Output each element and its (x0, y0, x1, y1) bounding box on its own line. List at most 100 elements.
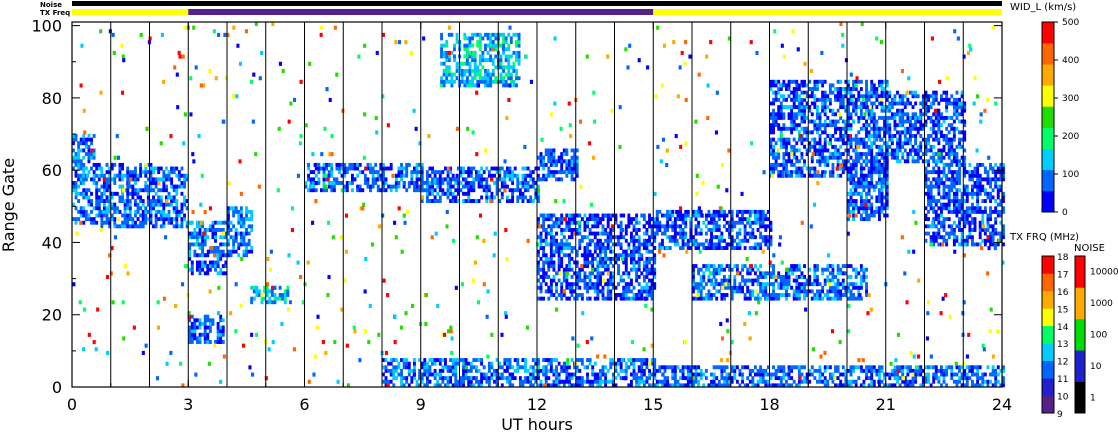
echo-cell (813, 264, 817, 269)
echo-cell (774, 83, 778, 88)
echo-cell (433, 368, 437, 373)
echo-cell (420, 184, 424, 189)
echo-cell (880, 152, 884, 157)
echo-cell (578, 274, 582, 279)
echo-cell (77, 152, 81, 157)
echo-cell (818, 141, 822, 146)
echo-cell (839, 155, 843, 160)
echo-cell (896, 90, 899, 95)
echo-cell (560, 289, 564, 294)
echo-cell (903, 119, 907, 124)
echo-cell (504, 47, 508, 52)
echo-cell (950, 170, 954, 175)
echo-cell (991, 170, 995, 175)
echo-cell (702, 242, 706, 247)
echo-cell (803, 119, 806, 124)
echo-cell (828, 264, 832, 269)
echo-cell (878, 177, 881, 182)
echo-cell (149, 209, 153, 214)
echo-cell (472, 177, 476, 182)
echo-cell (795, 97, 799, 102)
echo-cell (906, 130, 910, 135)
echo-cell (570, 148, 574, 153)
echo-cell (1002, 191, 1005, 196)
echo-cell (442, 50, 446, 55)
echo-cell (723, 285, 726, 290)
echo-cell (529, 195, 533, 200)
echo-cell (542, 271, 546, 276)
echo-cell (531, 181, 535, 185)
echo-cell (149, 166, 153, 171)
echo-cell (405, 361, 409, 366)
echo-cell (834, 123, 837, 128)
echo-cell (888, 137, 892, 142)
echo-cell (366, 162, 370, 167)
echo-cell (862, 202, 866, 207)
echo-cell (738, 227, 742, 232)
echo-cell (870, 90, 874, 95)
echo-cell (994, 209, 998, 214)
echo-cell (425, 376, 429, 381)
echo-cell (785, 152, 788, 157)
echo-cell (991, 188, 995, 193)
echo-cell (431, 177, 434, 182)
echo-cell (839, 271, 843, 276)
echo-cell (932, 242, 936, 247)
echo-cell (738, 282, 742, 287)
echo-cell (896, 141, 899, 146)
echo-cell (945, 238, 949, 243)
echo-cell (537, 195, 540, 200)
echo-cell (870, 134, 874, 138)
echo-cell (759, 274, 763, 279)
echo-cell (880, 191, 884, 196)
echo-cell (849, 274, 853, 279)
echo-cell (198, 260, 202, 265)
echo-cell (888, 115, 892, 120)
echo-cell (219, 267, 223, 272)
echo-cell (508, 173, 512, 178)
echo-cell (885, 126, 889, 131)
echo-cell (82, 137, 86, 142)
echo-cell (154, 202, 158, 207)
echo-cell (312, 184, 316, 189)
echo-cell (823, 144, 827, 149)
echo-cell (250, 296, 254, 301)
echo-cell (511, 181, 515, 185)
echo-cell (818, 137, 822, 142)
echo-cell (407, 162, 411, 167)
echo-cell (445, 58, 449, 63)
echo-cell (555, 282, 558, 287)
echo-cell (190, 314, 194, 319)
echo-cell (190, 235, 194, 240)
echo-cell (785, 144, 788, 149)
echo-cell (512, 32, 516, 37)
echo-cell (831, 289, 835, 294)
echo-cell (766, 296, 770, 301)
echo-cell (247, 231, 251, 236)
echo-cell (996, 177, 1000, 182)
echo-cell (583, 249, 587, 254)
echo-cell (208, 321, 212, 326)
echo-cell (565, 246, 569, 250)
echo-cell (795, 264, 799, 269)
echo-cell (831, 108, 835, 113)
echo-cell (743, 227, 747, 232)
echo-cell (880, 206, 884, 211)
echo-cell (322, 162, 326, 167)
echo-cell (97, 188, 101, 193)
echo-cell (188, 253, 192, 258)
echo-cell (90, 217, 93, 222)
echo-cell (601, 264, 605, 269)
echo-cell (449, 188, 453, 193)
echo-cell (586, 256, 589, 261)
echo-cell (981, 199, 985, 203)
echo-cell (77, 209, 81, 214)
echo-cell (549, 227, 553, 232)
echo-cell (105, 184, 109, 189)
echo-cell (493, 181, 496, 185)
echo-cell (330, 181, 334, 185)
echo-cell (797, 282, 801, 287)
echo-cell (508, 177, 512, 182)
echo-cell (927, 231, 930, 236)
echo-cell (335, 166, 339, 171)
